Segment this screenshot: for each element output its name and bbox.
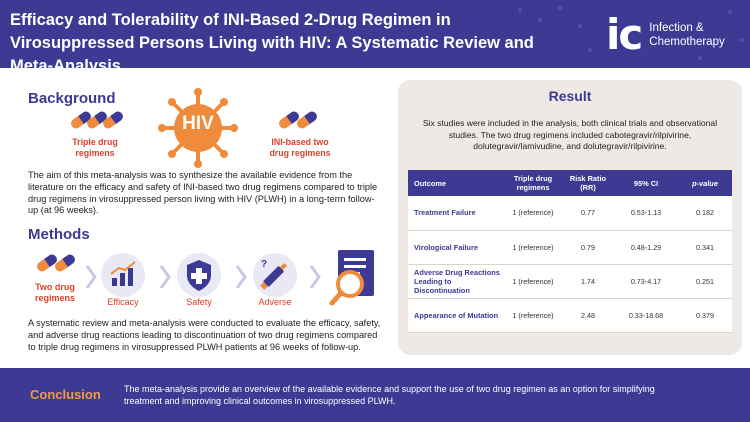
conclusion-text: The meta-analysis provide an overview of…: [124, 384, 655, 406]
arrow-icon: [235, 265, 247, 289]
cell-ci: 0.33-18.68: [614, 298, 678, 333]
svg-text:?: ?: [261, 259, 267, 270]
methods-item-safety: Safety: [186, 297, 212, 307]
decorative-dots: [518, 6, 744, 60]
methods-item-efficacy: Efficacy: [107, 297, 139, 307]
cell-triple: 1 (reference): [504, 298, 562, 333]
col-ci: 95% CI: [614, 170, 678, 196]
cell-rr: 1.74: [562, 264, 614, 299]
chart-icon: [101, 253, 145, 297]
arrow-icon: [85, 265, 97, 289]
triple-regimen-label: Triple drug regimens: [72, 137, 118, 158]
cell-outcome: Adverse Drug Reactions Leading to Discon…: [408, 264, 504, 299]
methods-text: A systematic review and meta-analysis we…: [28, 318, 381, 352]
result-heading: Result: [548, 88, 592, 104]
arrow-icon: [309, 265, 321, 289]
cell-rr: 2.48: [562, 298, 614, 333]
cell-rr: 0.79: [562, 230, 614, 265]
table-row: Virological Failure 1 (reference) 0.79 0…: [408, 230, 732, 265]
methods-heading: Methods: [28, 226, 90, 243]
shield-icon: [177, 253, 221, 297]
result-text: Six studies were included in the analysi…: [422, 118, 718, 152]
cell-ci: 0.48-1.29: [614, 230, 678, 265]
table-row: Treatment Failure 1 (reference) 0.77 0.5…: [408, 196, 732, 231]
result-panel: Result Six studies were included in the …: [398, 80, 742, 355]
col-pvalue: p-value: [678, 170, 732, 196]
journal-logo: ic Infection & Chemotherapy: [606, 12, 725, 58]
journal-name: Infection & Chemotherapy: [649, 21, 724, 49]
cell-rr: 0.77: [562, 196, 614, 231]
journal-name-line2: Chemotherapy: [649, 36, 725, 48]
document-search-icon: [329, 250, 374, 306]
cell-pvalue: 0.251: [678, 264, 732, 299]
table-row: Appearance of Mutation 1 (reference) 2.4…: [408, 298, 732, 333]
results-table: Outcome Triple drug regimens Risk Ratio …: [408, 170, 732, 333]
table-header-row: Outcome Triple drug regimens Risk Ratio …: [408, 170, 732, 196]
conclusion-banner: Conclusion The meta-analysis provide an …: [0, 368, 750, 422]
background-text: The aim of this meta-analysis was to syn…: [28, 170, 378, 216]
virus-icon: [158, 88, 238, 168]
cell-triple: 1 (reference): [504, 264, 562, 299]
cell-outcome: Treatment Failure: [408, 196, 504, 231]
methods-item-adverse: Adverse: [258, 297, 292, 307]
cell-triple: 1 (reference): [504, 196, 562, 231]
header-banner: Efficacy and Tolerability of INI-Based 2…: [0, 0, 750, 68]
col-outcome: Outcome: [408, 170, 504, 196]
cell-ci: 0.53-1.13: [614, 196, 678, 231]
conclusion-heading: Conclusion: [30, 387, 101, 402]
col-rr: Risk Ratio (RR): [562, 170, 614, 196]
syringe-icon: ?: [253, 253, 297, 297]
virus-label: HIV: [182, 113, 214, 134]
journal-name-line1: Infection &: [649, 22, 704, 34]
col-triple: Triple drug regimens: [504, 170, 562, 196]
methods-two-drug-label: Two drug regimens: [34, 282, 76, 303]
table-row: Adverse Drug Reactions Leading to Discon…: [408, 264, 732, 299]
cell-ci: 0.73-4.17: [614, 264, 678, 299]
two-drug-regimen-label: INI-based two drug regimens: [269, 137, 331, 158]
cell-pvalue: 0.182: [678, 196, 732, 231]
cell-outcome: Virological Failure: [408, 230, 504, 265]
cell-pvalue: 0.341: [678, 230, 732, 265]
cell-outcome: Appearance of Mutation: [408, 298, 504, 333]
background-heading: Background: [28, 90, 116, 107]
arrow-icon: [159, 265, 171, 289]
cell-triple: 1 (reference): [504, 230, 562, 265]
page-title: Efficacy and Tolerability of INI-Based 2…: [10, 11, 534, 68]
logo-mark: ic: [606, 10, 643, 59]
cell-pvalue: 0.379: [678, 298, 732, 333]
